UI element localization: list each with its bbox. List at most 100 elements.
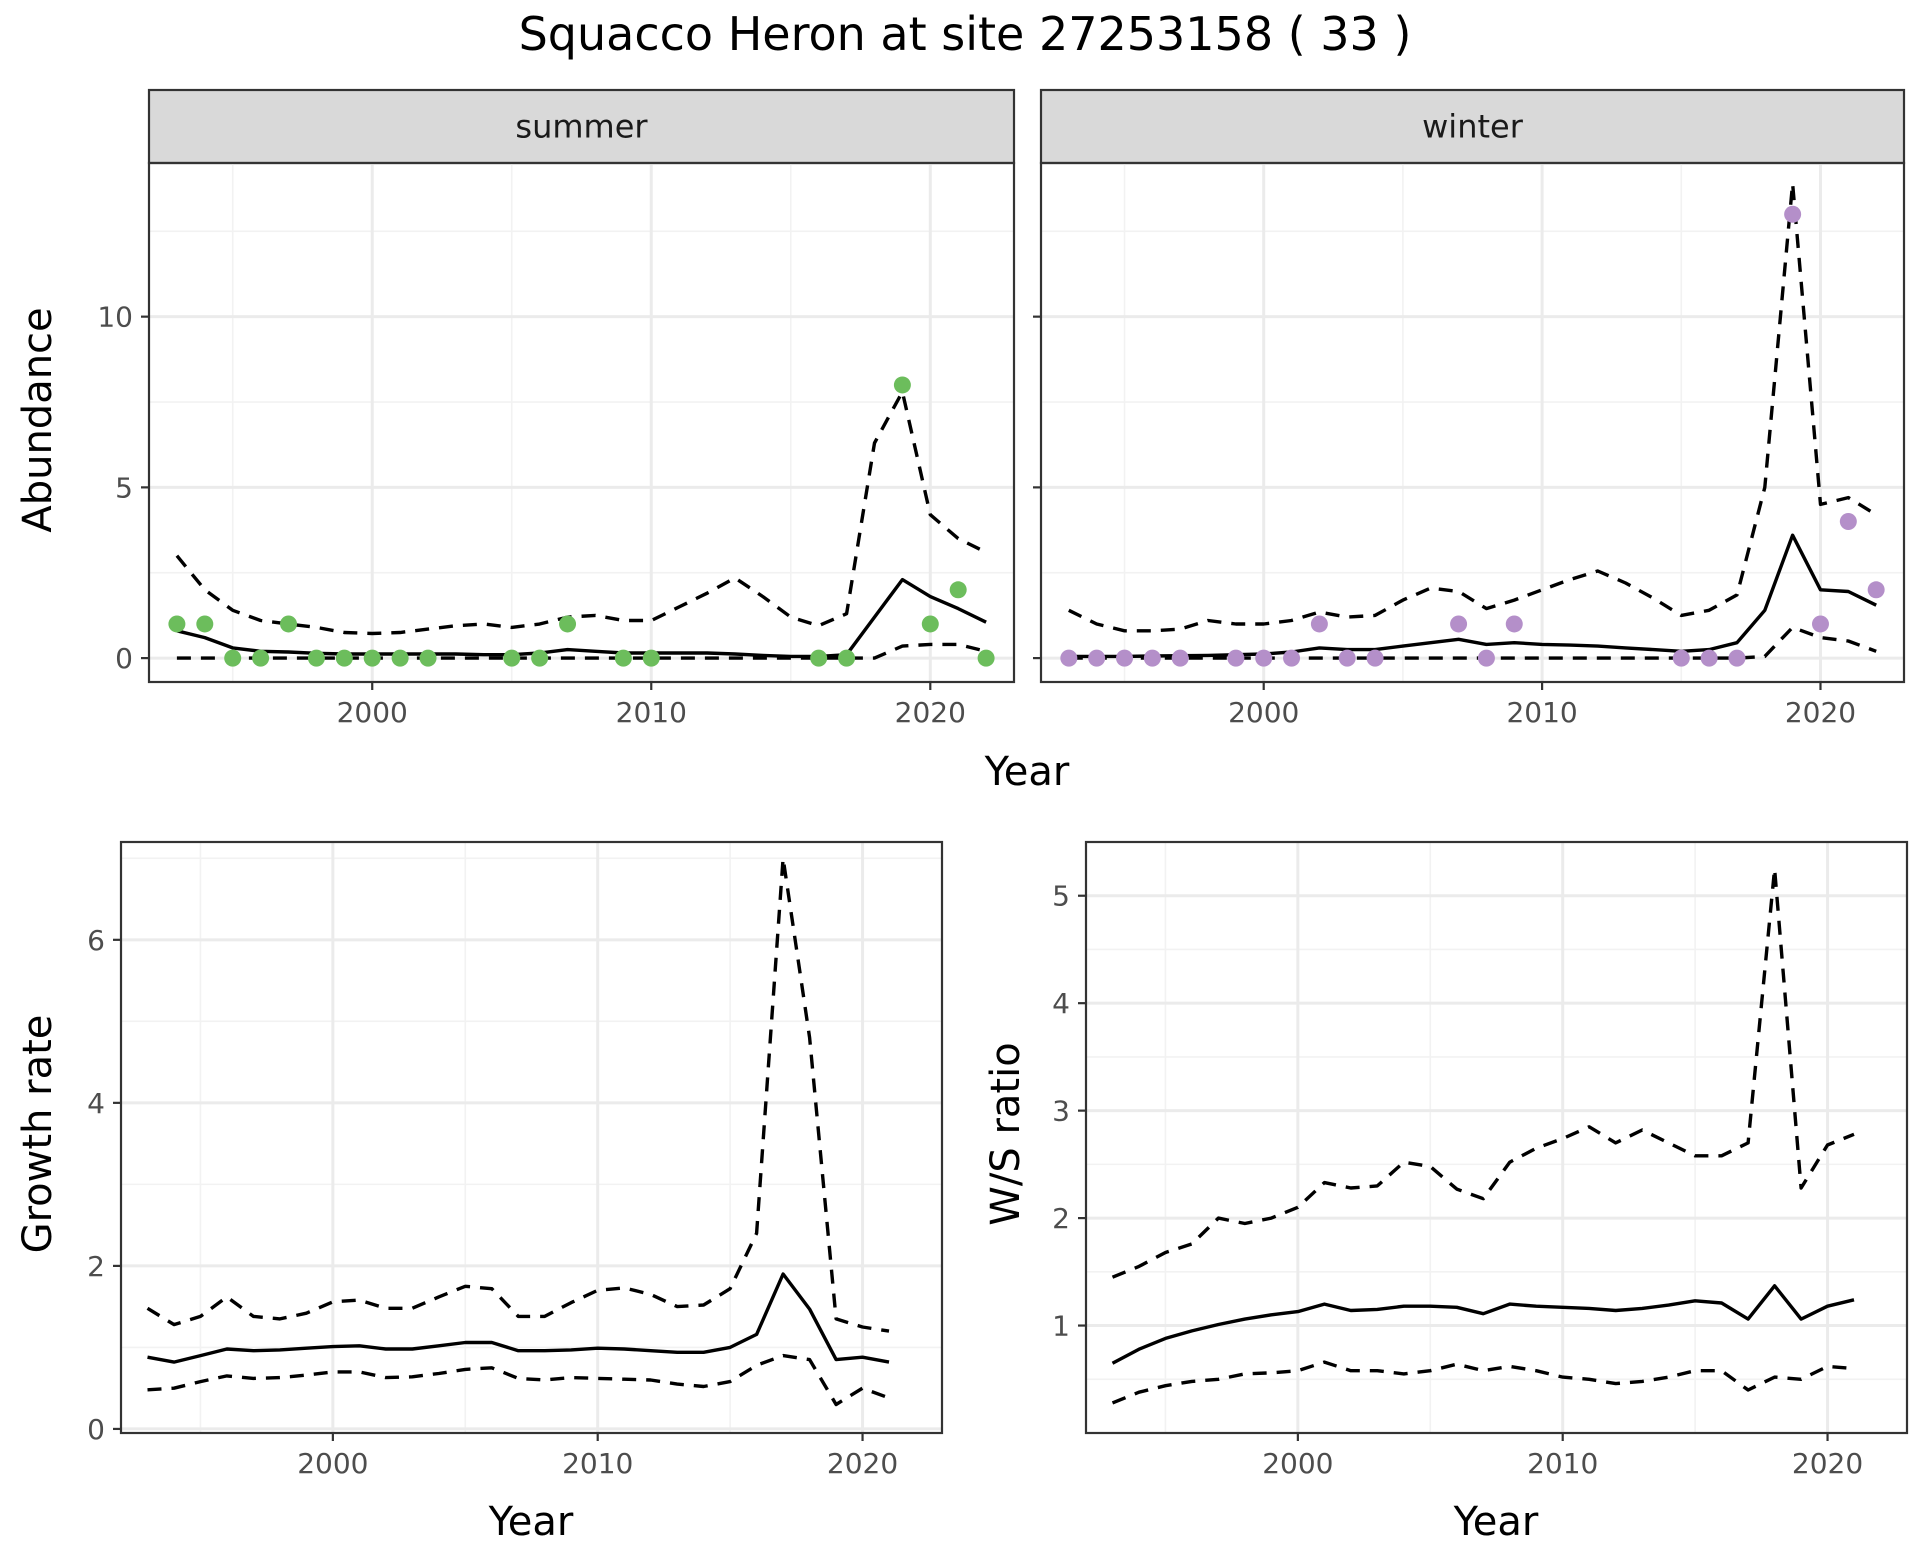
x-tick-label: 2000 [1262, 1447, 1333, 1480]
series-line-estimate [176, 577, 987, 659]
y-tick-label: 0 [115, 642, 133, 675]
x-tick-label: 2020 [1792, 1447, 1863, 1480]
data-point [1088, 649, 1106, 667]
data-point [1366, 649, 1384, 667]
series-line-upper [1068, 181, 1878, 633]
data-point [252, 649, 270, 667]
data-point [642, 649, 660, 667]
y-tick-label: 2 [87, 1250, 105, 1283]
x-tick-label: 2010 [616, 696, 687, 729]
data-point [921, 615, 939, 633]
data-point [1116, 649, 1134, 667]
data-point [977, 649, 995, 667]
data-point [391, 649, 409, 667]
data-point [810, 649, 828, 667]
x-tick-label: 2000 [337, 696, 408, 729]
chart-title: Squacco Heron at site 27253158 ( 33 ) [519, 7, 1412, 61]
y-tick-label: 5 [115, 471, 133, 504]
panel-border [1084, 840, 1909, 1435]
series-line-estimate [1068, 533, 1877, 659]
x-tick-label: 2010 [1506, 696, 1577, 729]
series-line-upper [175, 390, 987, 636]
x-tick-label: 2020 [827, 1447, 898, 1480]
data-point [1839, 513, 1857, 531]
panel-abundance-winter: winter 2000 2010 2020 [1033, 88, 1906, 729]
y-tick-label: 1 [1052, 1310, 1070, 1343]
y-axis-label: W/S ratio [983, 1042, 1029, 1225]
gridlines [149, 163, 1014, 682]
y-axis-label: Growth rate [15, 1015, 61, 1254]
data-point [614, 649, 632, 667]
x-tick-label: 2000 [1228, 696, 1299, 729]
x-tick-label: 2010 [1527, 1447, 1598, 1480]
data-point [838, 649, 856, 667]
panel-border [1039, 161, 1906, 684]
panel-growth-rate: 2000 2010 2020 0 2 4 6 Growth rate Year [15, 840, 944, 1545]
data-point [1283, 649, 1301, 667]
x-tick-label: 2010 [562, 1447, 633, 1480]
y-tick-label: 2 [1052, 1202, 1070, 1235]
series-line-upper [146, 856, 890, 1333]
series-group [1111, 867, 1855, 1405]
y-tick-label: 0 [87, 1413, 105, 1446]
data-point [1505, 615, 1523, 633]
series-line-estimate [1111, 1284, 1855, 1365]
strip-winter [1039, 88, 1906, 165]
strip-label-summer: summer [515, 108, 648, 146]
y-tick-label: 4 [87, 1087, 105, 1120]
data-point [893, 376, 911, 394]
data-point [1338, 649, 1356, 667]
strip-label-winter: winter [1422, 108, 1524, 146]
x-tick-label: 2020 [1785, 696, 1856, 729]
series-line-lower [1111, 1360, 1855, 1405]
data-point [1477, 649, 1495, 667]
data-point [363, 649, 381, 667]
data-point [1784, 205, 1802, 223]
y-tick-label: 3 [1052, 1095, 1070, 1128]
series-group [146, 856, 890, 1407]
y-tick-label: 5 [1052, 880, 1070, 913]
data-point [559, 615, 577, 633]
data-point [224, 649, 242, 667]
data-point [1310, 615, 1328, 633]
y-tick-label: 4 [1052, 987, 1070, 1020]
data-point [1171, 649, 1189, 667]
series-group [1060, 181, 1885, 667]
panel-border [119, 840, 944, 1435]
data-point [1143, 649, 1161, 667]
y-tick-label: 10 [97, 301, 133, 334]
data-point [1672, 649, 1690, 667]
data-point [280, 615, 298, 633]
data-point [1450, 615, 1468, 633]
series-group [168, 376, 995, 667]
data-point [1728, 649, 1746, 667]
data-point [1227, 649, 1245, 667]
x-axis-label: Year [1453, 1499, 1539, 1545]
y-axis-label: Abundance [15, 307, 61, 532]
y-tick-label: 6 [87, 924, 105, 957]
gridlines [1041, 163, 1904, 682]
data-point [949, 581, 967, 599]
series-line-estimate [147, 1272, 890, 1364]
data-point [1811, 615, 1829, 633]
x-tick-label: 2000 [297, 1447, 368, 1480]
data-point [196, 615, 214, 633]
strip-summer [147, 88, 1016, 165]
series-line-lower [147, 1353, 890, 1407]
data-point [1700, 649, 1718, 667]
data-point [335, 649, 353, 667]
x-axis-label: Year [488, 1499, 574, 1545]
data-point [531, 649, 549, 667]
data-point [419, 649, 437, 667]
x-tick-label: 2020 [895, 696, 966, 729]
gridlines [1086, 842, 1907, 1433]
data-point [1060, 649, 1078, 667]
series-line-upper [1111, 867, 1855, 1279]
gridlines [121, 842, 942, 1433]
data-point [307, 649, 325, 667]
x-axis-label-abundance: Year [984, 749, 1070, 795]
panel-ws-ratio: 2000 2010 2020 1 2 3 4 5 W/S ratio Year [983, 840, 1909, 1545]
panel-abundance-summer: summer 2000 2010 2020 0 5 10 Abundance [15, 88, 1016, 729]
